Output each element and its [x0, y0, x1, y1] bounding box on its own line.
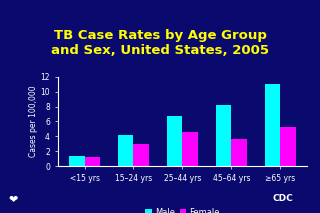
Bar	[118, 135, 133, 166]
Text: TB Case Rates by Age Group
and Sex, United States, 2005: TB Case Rates by Age Group and Sex, Unit…	[51, 29, 269, 57]
Legend: Male, Female: Male, Female	[142, 204, 223, 213]
Bar	[231, 139, 247, 166]
Text: CDC: CDC	[273, 194, 293, 203]
Bar	[216, 105, 231, 166]
Bar	[133, 144, 149, 166]
Bar	[280, 127, 296, 166]
Bar	[265, 84, 280, 166]
Y-axis label: Cases per 100,000: Cases per 100,000	[28, 86, 37, 157]
Bar	[69, 156, 84, 166]
Bar	[182, 132, 198, 166]
Bar	[84, 157, 100, 166]
Text: ❤: ❤	[8, 195, 18, 205]
Bar	[167, 116, 182, 166]
